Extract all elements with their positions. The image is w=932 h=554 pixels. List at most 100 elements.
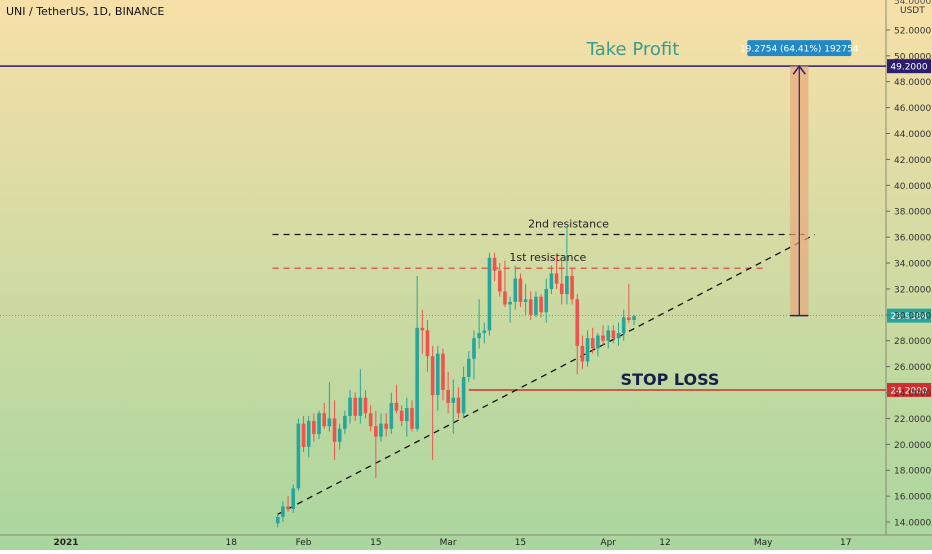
y-tick-label: 14.0000 bbox=[894, 519, 931, 529]
candle-body bbox=[327, 418, 332, 427]
projection-arrow-head bbox=[792, 64, 806, 75]
candle-body bbox=[487, 257, 492, 331]
projection-label: 19.2754 (64.41%) 192754 bbox=[740, 45, 859, 55]
candle-body bbox=[430, 356, 435, 396]
candle-body bbox=[343, 415, 347, 429]
y-tick-label: 32.0000 bbox=[894, 285, 931, 295]
x-tick-label: Feb bbox=[296, 538, 312, 548]
take-profit-price-tag-bg bbox=[887, 59, 931, 74]
candle-body bbox=[580, 345, 585, 362]
y-tick-label: 46.0000 bbox=[894, 104, 931, 114]
candle-body bbox=[632, 316, 636, 321]
candle-body bbox=[559, 283, 564, 295]
current-price-tag-text: 29.9384 bbox=[890, 312, 927, 322]
candle-body bbox=[317, 413, 321, 434]
y-tick-label: 52.0000 bbox=[894, 26, 931, 36]
candle-body bbox=[513, 278, 518, 302]
candle-body bbox=[601, 335, 605, 341]
candle-body bbox=[570, 275, 574, 300]
candle-body bbox=[606, 330, 611, 341]
stop-loss-price-tag-bg bbox=[887, 382, 931, 397]
candle-body bbox=[575, 299, 580, 346]
candle-body bbox=[441, 353, 445, 390]
candle-body bbox=[549, 273, 554, 289]
candle-body bbox=[281, 506, 285, 517]
y-tick-label: 50.0000 bbox=[894, 52, 931, 62]
x-tick-label: 15 bbox=[515, 538, 526, 548]
candle-body bbox=[534, 296, 538, 315]
candle-body bbox=[275, 516, 280, 524]
y-tick-label: 40.0000 bbox=[894, 182, 931, 192]
y-tick-label: 18.0000 bbox=[894, 467, 931, 477]
x-tick-label: Apr bbox=[600, 538, 616, 548]
candle-body bbox=[322, 413, 326, 427]
candle-body bbox=[590, 338, 595, 349]
y-tick-label-top: 54.0000 bbox=[894, 0, 931, 7]
x-tick-label: 12 bbox=[659, 538, 670, 548]
y-tick-label: 42.0000 bbox=[894, 156, 931, 166]
y-tick-label: 30.0000 bbox=[894, 311, 931, 321]
candle-body bbox=[539, 296, 543, 313]
candle-body bbox=[306, 421, 311, 447]
candle-body bbox=[482, 330, 487, 333]
candle-body bbox=[368, 413, 373, 427]
candle-body bbox=[348, 397, 352, 416]
candle-body bbox=[596, 335, 600, 349]
candle-body bbox=[523, 299, 528, 302]
take-profit-label: Take Profit bbox=[586, 39, 680, 60]
ascending-trendline bbox=[277, 233, 816, 515]
candle-body bbox=[399, 410, 404, 422]
projection-badge bbox=[747, 40, 852, 57]
x-tick-label: May bbox=[754, 538, 773, 548]
y-tick-label: 44.0000 bbox=[894, 130, 931, 140]
candle-body bbox=[627, 317, 631, 321]
candle-body bbox=[337, 428, 342, 442]
candle-body bbox=[312, 421, 316, 434]
candle-body bbox=[384, 423, 388, 429]
y-tick-label: 48.0000 bbox=[894, 78, 931, 88]
y-tick-label: 34.0000 bbox=[894, 260, 931, 270]
candle-body bbox=[358, 397, 363, 416]
candle-body bbox=[420, 327, 425, 331]
candle-body bbox=[508, 301, 512, 305]
current-price-tag-bg bbox=[887, 308, 931, 323]
candle-body bbox=[451, 397, 456, 403]
candle-body bbox=[436, 353, 440, 396]
candle-body bbox=[528, 299, 533, 315]
candle-body bbox=[621, 317, 626, 333]
x-tick-label: 18 bbox=[226, 538, 238, 548]
candle-body bbox=[466, 358, 471, 377]
symbol-title: UNI / TetherUS, 1D, BINANCE bbox=[6, 5, 164, 18]
candle-body bbox=[497, 270, 502, 292]
candle-body bbox=[405, 408, 409, 422]
candle-body bbox=[446, 389, 450, 403]
y-tick-label: 16.0000 bbox=[894, 493, 931, 503]
y-tick-label: 38.0000 bbox=[894, 208, 931, 218]
candle-body bbox=[616, 332, 621, 339]
candle-body bbox=[296, 423, 301, 489]
candle-body bbox=[415, 327, 419, 429]
candle-body bbox=[374, 426, 378, 437]
y-tick-label: 20.0000 bbox=[894, 441, 931, 451]
candle-body bbox=[518, 278, 523, 302]
currency-label: USDT bbox=[900, 6, 925, 16]
candle-body bbox=[291, 488, 296, 510]
candle-body bbox=[286, 506, 290, 510]
y-tick-label: 22.0000 bbox=[894, 415, 931, 425]
x-tick-label: 17 bbox=[840, 538, 851, 548]
resistance-label: 2nd resistance bbox=[528, 218, 609, 231]
x-tick-label: Mar bbox=[440, 538, 457, 548]
candle-body bbox=[565, 275, 569, 295]
candle-body bbox=[554, 273, 559, 284]
candle-body bbox=[472, 338, 476, 359]
candle-body bbox=[477, 332, 481, 339]
y-tick-label: 24.0000 bbox=[894, 389, 931, 399]
candle-body bbox=[492, 257, 497, 271]
resistance-label: 1st resistance bbox=[509, 251, 586, 264]
x-tick-label: 2021 bbox=[53, 538, 78, 548]
candle-body bbox=[456, 397, 461, 414]
candle-body bbox=[379, 423, 383, 437]
